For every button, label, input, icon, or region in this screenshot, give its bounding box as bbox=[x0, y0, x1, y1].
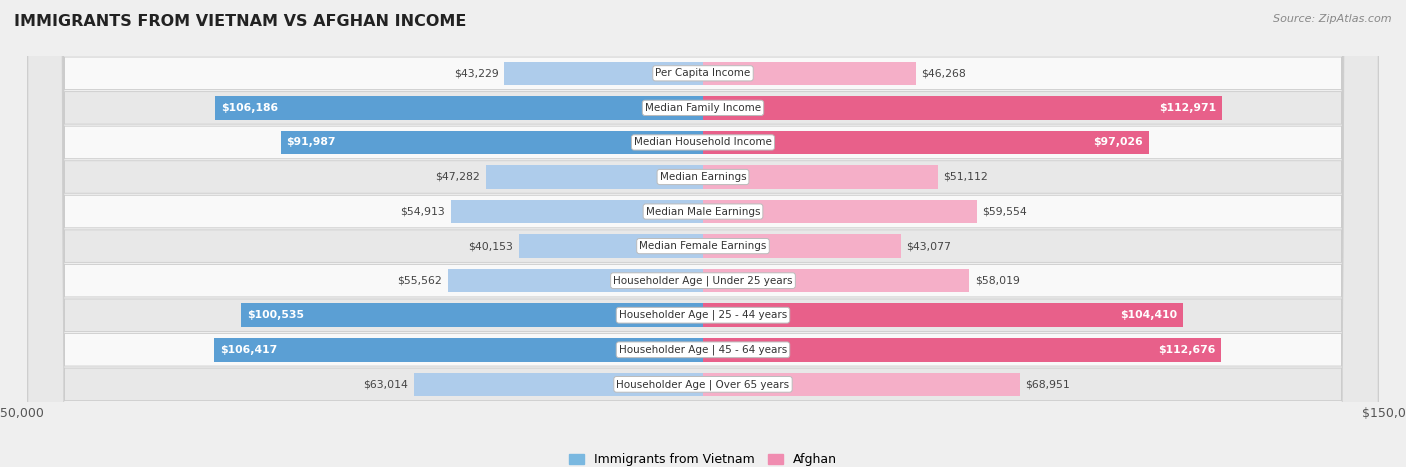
FancyBboxPatch shape bbox=[28, 0, 1378, 467]
Text: Householder Age | 45 - 64 years: Householder Age | 45 - 64 years bbox=[619, 345, 787, 355]
Text: Source: ZipAtlas.com: Source: ZipAtlas.com bbox=[1274, 14, 1392, 24]
FancyBboxPatch shape bbox=[28, 0, 1378, 467]
Text: Median Household Income: Median Household Income bbox=[634, 137, 772, 148]
Text: Median Family Income: Median Family Income bbox=[645, 103, 761, 113]
Text: $40,153: $40,153 bbox=[468, 241, 513, 251]
FancyBboxPatch shape bbox=[28, 0, 1378, 467]
Bar bbox=[703, 165, 938, 189]
Bar bbox=[215, 96, 703, 120]
FancyBboxPatch shape bbox=[28, 0, 1378, 467]
Text: Per Capita Income: Per Capita Income bbox=[655, 68, 751, 78]
Bar bbox=[703, 96, 1222, 120]
FancyBboxPatch shape bbox=[28, 0, 1378, 467]
Text: $63,014: $63,014 bbox=[363, 379, 408, 389]
Bar bbox=[486, 165, 703, 189]
Bar bbox=[505, 62, 703, 85]
Text: $106,186: $106,186 bbox=[221, 103, 278, 113]
FancyBboxPatch shape bbox=[28, 0, 1378, 467]
Bar bbox=[281, 131, 703, 154]
Text: $46,268: $46,268 bbox=[921, 68, 966, 78]
Bar bbox=[703, 338, 1220, 361]
Text: $104,410: $104,410 bbox=[1121, 310, 1177, 320]
Bar bbox=[703, 131, 1149, 154]
Bar bbox=[703, 304, 1182, 327]
Text: $55,562: $55,562 bbox=[398, 276, 443, 286]
Text: Median Female Earnings: Median Female Earnings bbox=[640, 241, 766, 251]
Text: $91,987: $91,987 bbox=[285, 137, 336, 148]
Text: Median Male Earnings: Median Male Earnings bbox=[645, 206, 761, 217]
Text: $106,417: $106,417 bbox=[219, 345, 277, 355]
Text: $58,019: $58,019 bbox=[974, 276, 1019, 286]
Text: $43,077: $43,077 bbox=[907, 241, 952, 251]
Bar bbox=[413, 373, 703, 396]
Bar bbox=[242, 304, 703, 327]
Bar bbox=[447, 269, 703, 292]
Text: $100,535: $100,535 bbox=[247, 310, 304, 320]
Bar bbox=[519, 234, 703, 258]
Text: Householder Age | Under 25 years: Householder Age | Under 25 years bbox=[613, 276, 793, 286]
FancyBboxPatch shape bbox=[28, 0, 1378, 467]
Text: $112,971: $112,971 bbox=[1159, 103, 1216, 113]
Text: Householder Age | Over 65 years: Householder Age | Over 65 years bbox=[616, 379, 790, 389]
Text: Median Earnings: Median Earnings bbox=[659, 172, 747, 182]
Legend: Immigrants from Vietnam, Afghan: Immigrants from Vietnam, Afghan bbox=[564, 448, 842, 467]
FancyBboxPatch shape bbox=[28, 0, 1378, 467]
FancyBboxPatch shape bbox=[28, 0, 1378, 467]
Text: Householder Age | 25 - 44 years: Householder Age | 25 - 44 years bbox=[619, 310, 787, 320]
Text: $112,676: $112,676 bbox=[1157, 345, 1215, 355]
Bar bbox=[703, 200, 977, 223]
Bar bbox=[703, 234, 901, 258]
Bar bbox=[214, 338, 703, 361]
Bar bbox=[703, 62, 915, 85]
FancyBboxPatch shape bbox=[28, 0, 1378, 467]
Text: $59,554: $59,554 bbox=[981, 206, 1026, 217]
Text: IMMIGRANTS FROM VIETNAM VS AFGHAN INCOME: IMMIGRANTS FROM VIETNAM VS AFGHAN INCOME bbox=[14, 14, 467, 29]
Text: $51,112: $51,112 bbox=[943, 172, 988, 182]
Bar bbox=[451, 200, 703, 223]
Text: $43,229: $43,229 bbox=[454, 68, 499, 78]
Text: $47,282: $47,282 bbox=[436, 172, 481, 182]
Text: $54,913: $54,913 bbox=[401, 206, 446, 217]
Bar bbox=[703, 373, 1019, 396]
Text: $97,026: $97,026 bbox=[1094, 137, 1143, 148]
Text: $68,951: $68,951 bbox=[1025, 379, 1070, 389]
Bar bbox=[703, 269, 970, 292]
